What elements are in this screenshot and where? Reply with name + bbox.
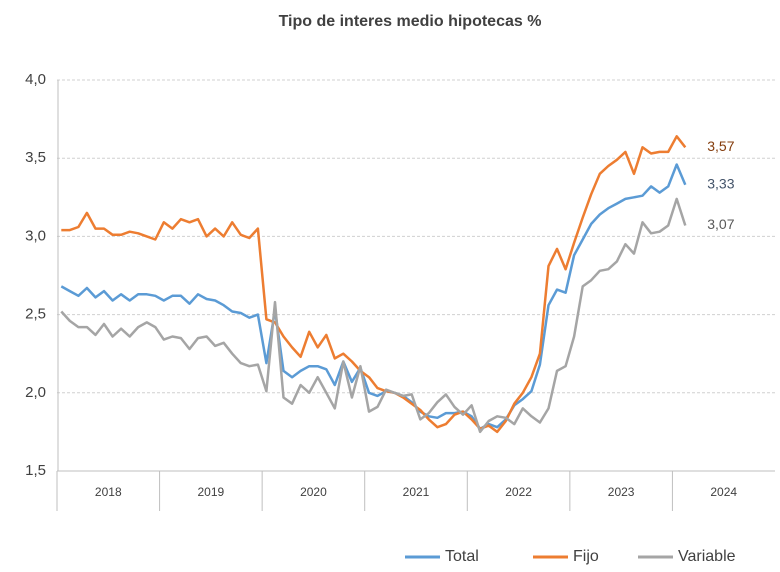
- x-tick-label: 2018: [95, 485, 122, 499]
- x-tick-label: 2021: [403, 485, 430, 499]
- y-tick-label: 2,0: [25, 384, 46, 401]
- data-label: 3,33: [707, 175, 734, 191]
- y-tick-label: 2,5: [25, 306, 46, 323]
- x-tick-label: 2024: [710, 485, 737, 499]
- y-tick-label: 3,0: [25, 227, 46, 244]
- x-tick-label: 2019: [198, 485, 225, 499]
- y-tick-label: 4,0: [25, 71, 46, 88]
- chart-title: Tipo de interes medio hipotecas %: [279, 13, 542, 30]
- series-line: [60, 163, 687, 431]
- legend-label: Fijo: [573, 548, 599, 565]
- x-tick-label: 2020: [300, 485, 327, 499]
- y-tick-label: 1,5: [25, 462, 46, 479]
- y-tick-label: 3,5: [25, 149, 46, 166]
- series-line: [60, 197, 687, 434]
- x-tick-label: 2022: [505, 485, 532, 499]
- data-label: 3,07: [707, 216, 734, 232]
- series-line: [61, 135, 687, 434]
- x-tick-label: 2023: [608, 485, 635, 499]
- legend-label: Variable: [678, 548, 736, 565]
- legend-label: Total: [445, 548, 479, 565]
- data-label: 3,57: [707, 138, 734, 154]
